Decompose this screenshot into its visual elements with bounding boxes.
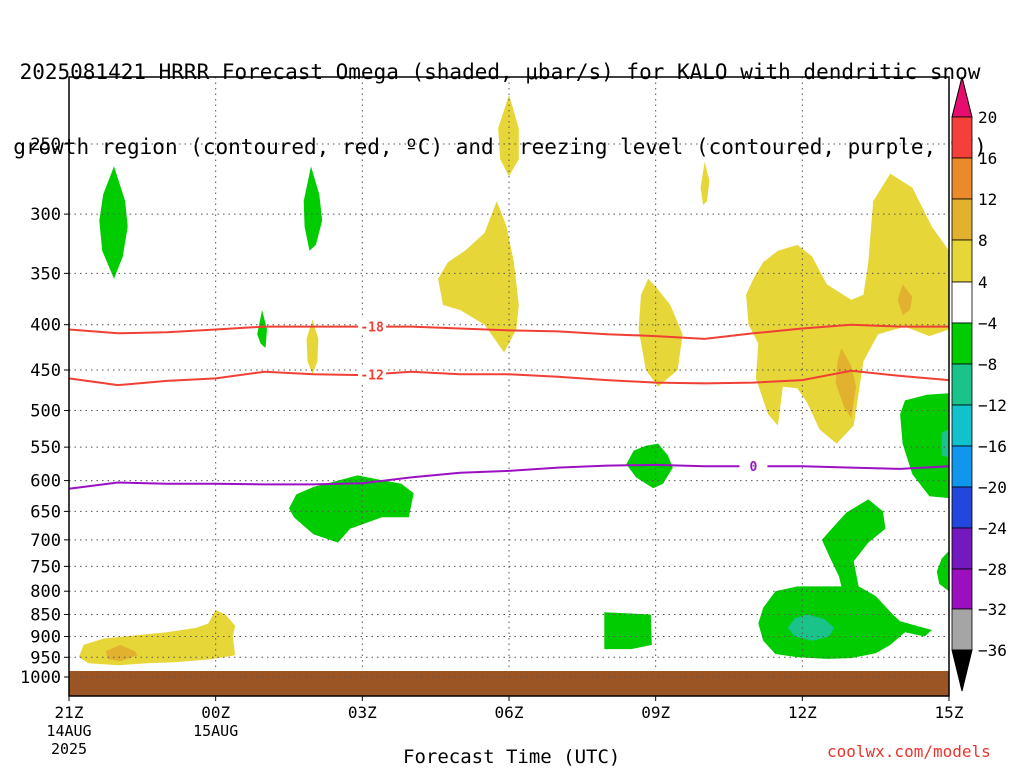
omega-region-12: [289, 475, 414, 543]
x-tick-label-6: 03Z: [348, 703, 377, 722]
colorbar-swatch-10: [951, 527, 973, 570]
pressure-axis: 2503003504004505005506006507007508008509…: [20, 135, 69, 688]
x-tick-label-18: 15Z: [935, 703, 964, 722]
y-tick-label-750: 750: [30, 557, 61, 577]
y-tick-label-300: 300: [30, 205, 61, 225]
colorbar-label-8: −16: [978, 437, 1007, 456]
y-tick-label-900: 900: [30, 627, 61, 647]
colorbar-swatch-6: [951, 363, 973, 406]
grid-lines: [69, 77, 949, 678]
contour-label-bg-0: [739, 458, 768, 474]
x-axis-title: Forecast Time (UTC): [403, 746, 621, 768]
omega-region-0: [99, 166, 128, 279]
colorbar-label-9: −20: [978, 478, 1007, 497]
x-tick-label-15: 12Z: [788, 703, 817, 722]
colorbar-swatch-0: [951, 116, 973, 159]
x-tick-label-12: 09Z: [641, 703, 670, 722]
contour-layer: -18 -12 0: [68, 318, 950, 490]
surface-ground-fill: [69, 671, 949, 696]
colorbar-swatch-9: [951, 486, 973, 529]
colorbar-label-6: −8: [978, 355, 997, 374]
omega-region-19: [604, 612, 652, 650]
contour-label-bg--12: [358, 366, 387, 382]
y-tick-label-400: 400: [30, 316, 61, 336]
chart-title-line2: growth region (contoured, red, ºC) and f…: [13, 135, 987, 159]
contour-label--18: -18: [360, 321, 384, 336]
omega-region-16: [758, 499, 932, 659]
y-tick-label-1000: 1000: [20, 668, 61, 688]
colorbar-arrow-bottom: [951, 649, 973, 692]
colorbar-arrow-top: [951, 76, 973, 118]
contour-line--18: [68, 323, 949, 340]
colorbar-label-1: 16: [978, 149, 997, 168]
chart-title-line1: 2025081421 HRRR Forecast Omega (shaded, …: [19, 60, 981, 84]
omega-region-9: [835, 348, 857, 419]
x-tick-label-0: 21Z: [55, 703, 84, 722]
x-tick-label-9: 06Z: [495, 703, 524, 722]
y-tick-label-500: 500: [30, 402, 61, 422]
colorbar-label-10: −24: [978, 519, 1007, 538]
omega-region-6: [438, 201, 519, 353]
x-tick-sublabel-3: 15AUG: [193, 722, 238, 740]
omega-colorbar: 20 16 12 8 4 −4 −8 −12 −16 −20 −24 −28 −32 −36: [951, 76, 1007, 692]
omega-region-4: [498, 94, 519, 177]
contour-line-0: [68, 463, 950, 490]
colorbar-swatch-3: [951, 239, 973, 283]
colorbar-label-4: 4: [978, 273, 988, 292]
contour-label-0: 0: [750, 460, 758, 475]
colorbar-swatch-11: [951, 568, 973, 610]
x-tick-year-0: 2025: [51, 740, 87, 758]
omega-region-2: [257, 310, 267, 348]
colorbar-label-13: −36: [978, 641, 1007, 660]
colorbar-label-7: −12: [978, 396, 1007, 415]
contour-line--12: [68, 369, 950, 387]
omega-region-18: [936, 550, 949, 592]
omega-region-5: [700, 162, 710, 205]
y-tick-label-450: 450: [30, 361, 61, 381]
contour-label--12: -12: [360, 368, 383, 383]
credit-link[interactable]: coolwx.com/models: [827, 742, 991, 761]
y-tick-label-250: 250: [30, 135, 61, 155]
omega-region-8: [746, 173, 949, 444]
omega-region-7: [638, 278, 683, 387]
y-tick-label-350: 350: [30, 264, 61, 284]
y-tick-label-800: 800: [30, 582, 61, 602]
y-tick-label-600: 600: [30, 472, 61, 492]
colorbar-label-5: −4: [978, 314, 997, 333]
colorbar-swatch-4: [951, 281, 973, 324]
chart-title: 2025081421 HRRR Forecast Omega (shaded, …: [0, 10, 1000, 185]
omega-shading-layer: [78, 94, 949, 666]
colorbar-swatch-8: [951, 445, 973, 488]
colorbar-label-11: −28: [978, 560, 1007, 579]
colorbar-swatch-7: [951, 404, 973, 447]
omega-region-3: [306, 319, 319, 375]
y-tick-label-850: 850: [30, 606, 61, 626]
omega-region-17: [787, 614, 835, 641]
omega-region-10: [897, 284, 913, 315]
colorbar-swatch-5: [951, 322, 973, 365]
colorbar-label-2: 12: [978, 190, 997, 209]
colorbar-label-0: 20: [978, 108, 997, 127]
y-tick-label-550: 550: [30, 438, 61, 458]
y-tick-label-650: 650: [30, 502, 61, 522]
omega-region-15: [941, 429, 949, 458]
colorbar-swatch-1: [951, 157, 973, 200]
y-tick-label-700: 700: [30, 531, 61, 551]
omega-region-1: [303, 166, 323, 251]
x-tick-label-3: 00Z: [201, 703, 230, 722]
contour-label-bg--18: [358, 318, 387, 334]
colorbar-swatch-12: [951, 608, 973, 651]
y-tick-label-950: 950: [30, 648, 61, 668]
colorbar-label-12: −32: [978, 600, 1007, 619]
x-tick-sublabel-0: 14AUG: [46, 722, 91, 740]
colorbar-label-3: 8: [978, 231, 988, 250]
colorbar-swatch-2: [951, 198, 973, 241]
